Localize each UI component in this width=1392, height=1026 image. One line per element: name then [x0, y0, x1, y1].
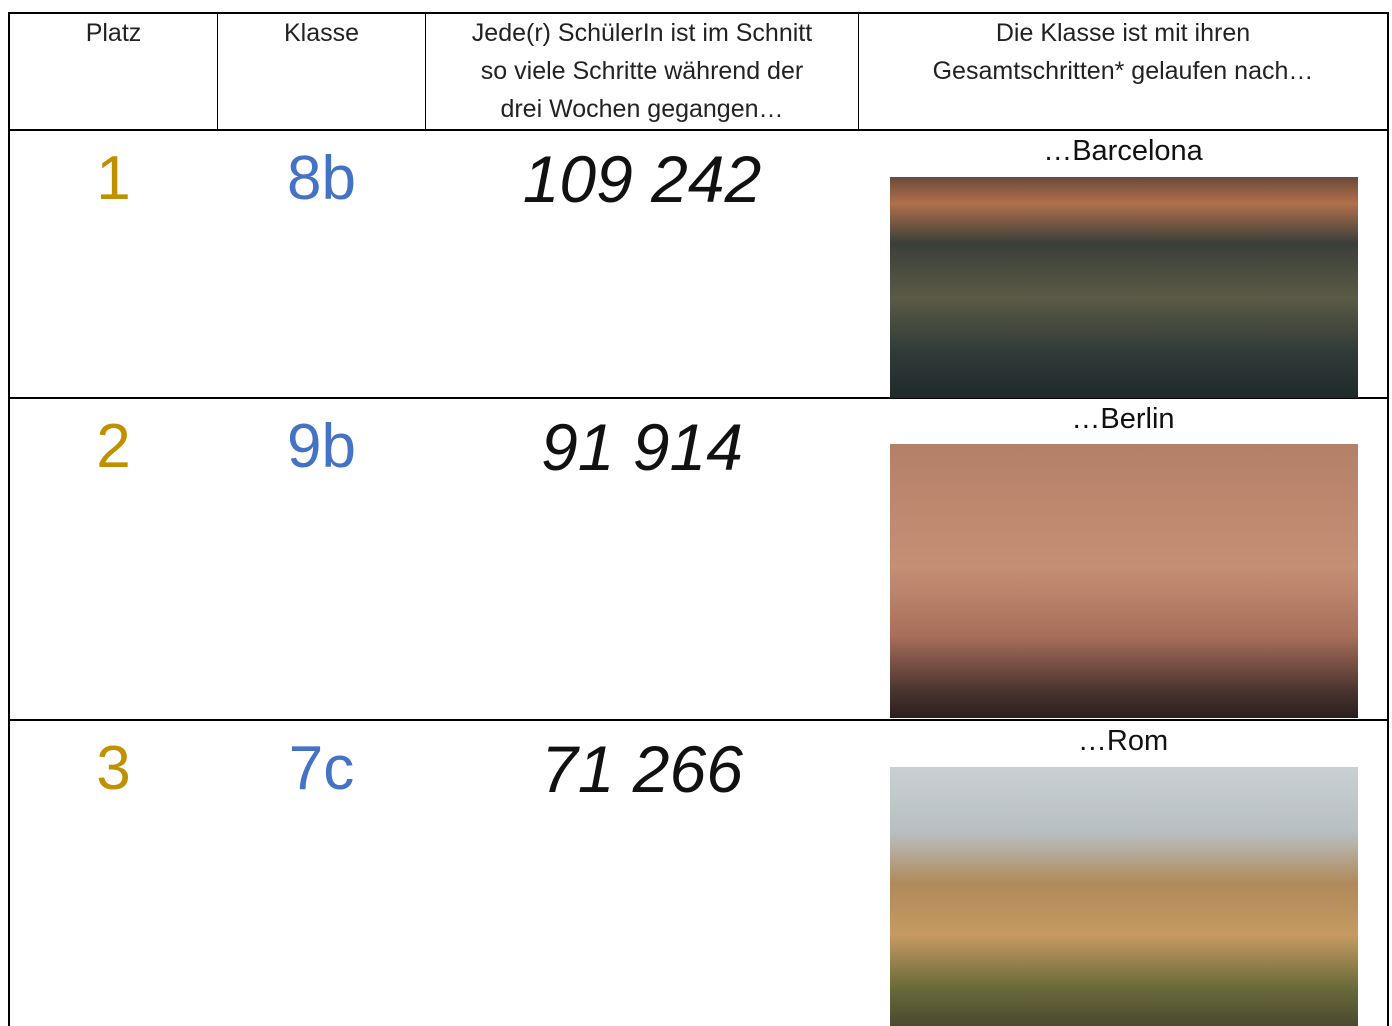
city: …Rom [859, 725, 1387, 758]
steps: 91 914 [426, 409, 858, 485]
header-text: Platz [10, 14, 217, 52]
steps: 109 242 [426, 141, 858, 217]
class: 9b [218, 411, 425, 482]
city-photo [890, 767, 1358, 1026]
header-text: Jede(r) SchülerIn ist im Schnitt [426, 14, 858, 52]
border [1387, 12, 1389, 1026]
border [8, 129, 1389, 131]
city-photo [890, 177, 1358, 398]
steps: 71 266 [426, 731, 858, 807]
rank: 2 [10, 411, 217, 482]
page: PlatzKlasseJede(r) SchülerIn ist im Schn… [0, 0, 1392, 1026]
header-text: Klasse [218, 14, 425, 52]
border [8, 719, 1389, 721]
class: 8b [218, 143, 425, 214]
header-text: Die Klasse ist mit ihren [859, 14, 1387, 52]
header-text: Gesamtschritten* gelaufen nach… [859, 52, 1387, 90]
city-photo [890, 444, 1358, 718]
rank: 1 [10, 143, 217, 214]
class: 7c [218, 733, 425, 804]
city: …Barcelona [859, 135, 1387, 168]
header-text: so viele Schritte während der [426, 52, 858, 90]
rank: 3 [10, 733, 217, 804]
city: …Berlin [859, 403, 1387, 436]
header-text: drei Wochen gegangen… [426, 90, 858, 128]
